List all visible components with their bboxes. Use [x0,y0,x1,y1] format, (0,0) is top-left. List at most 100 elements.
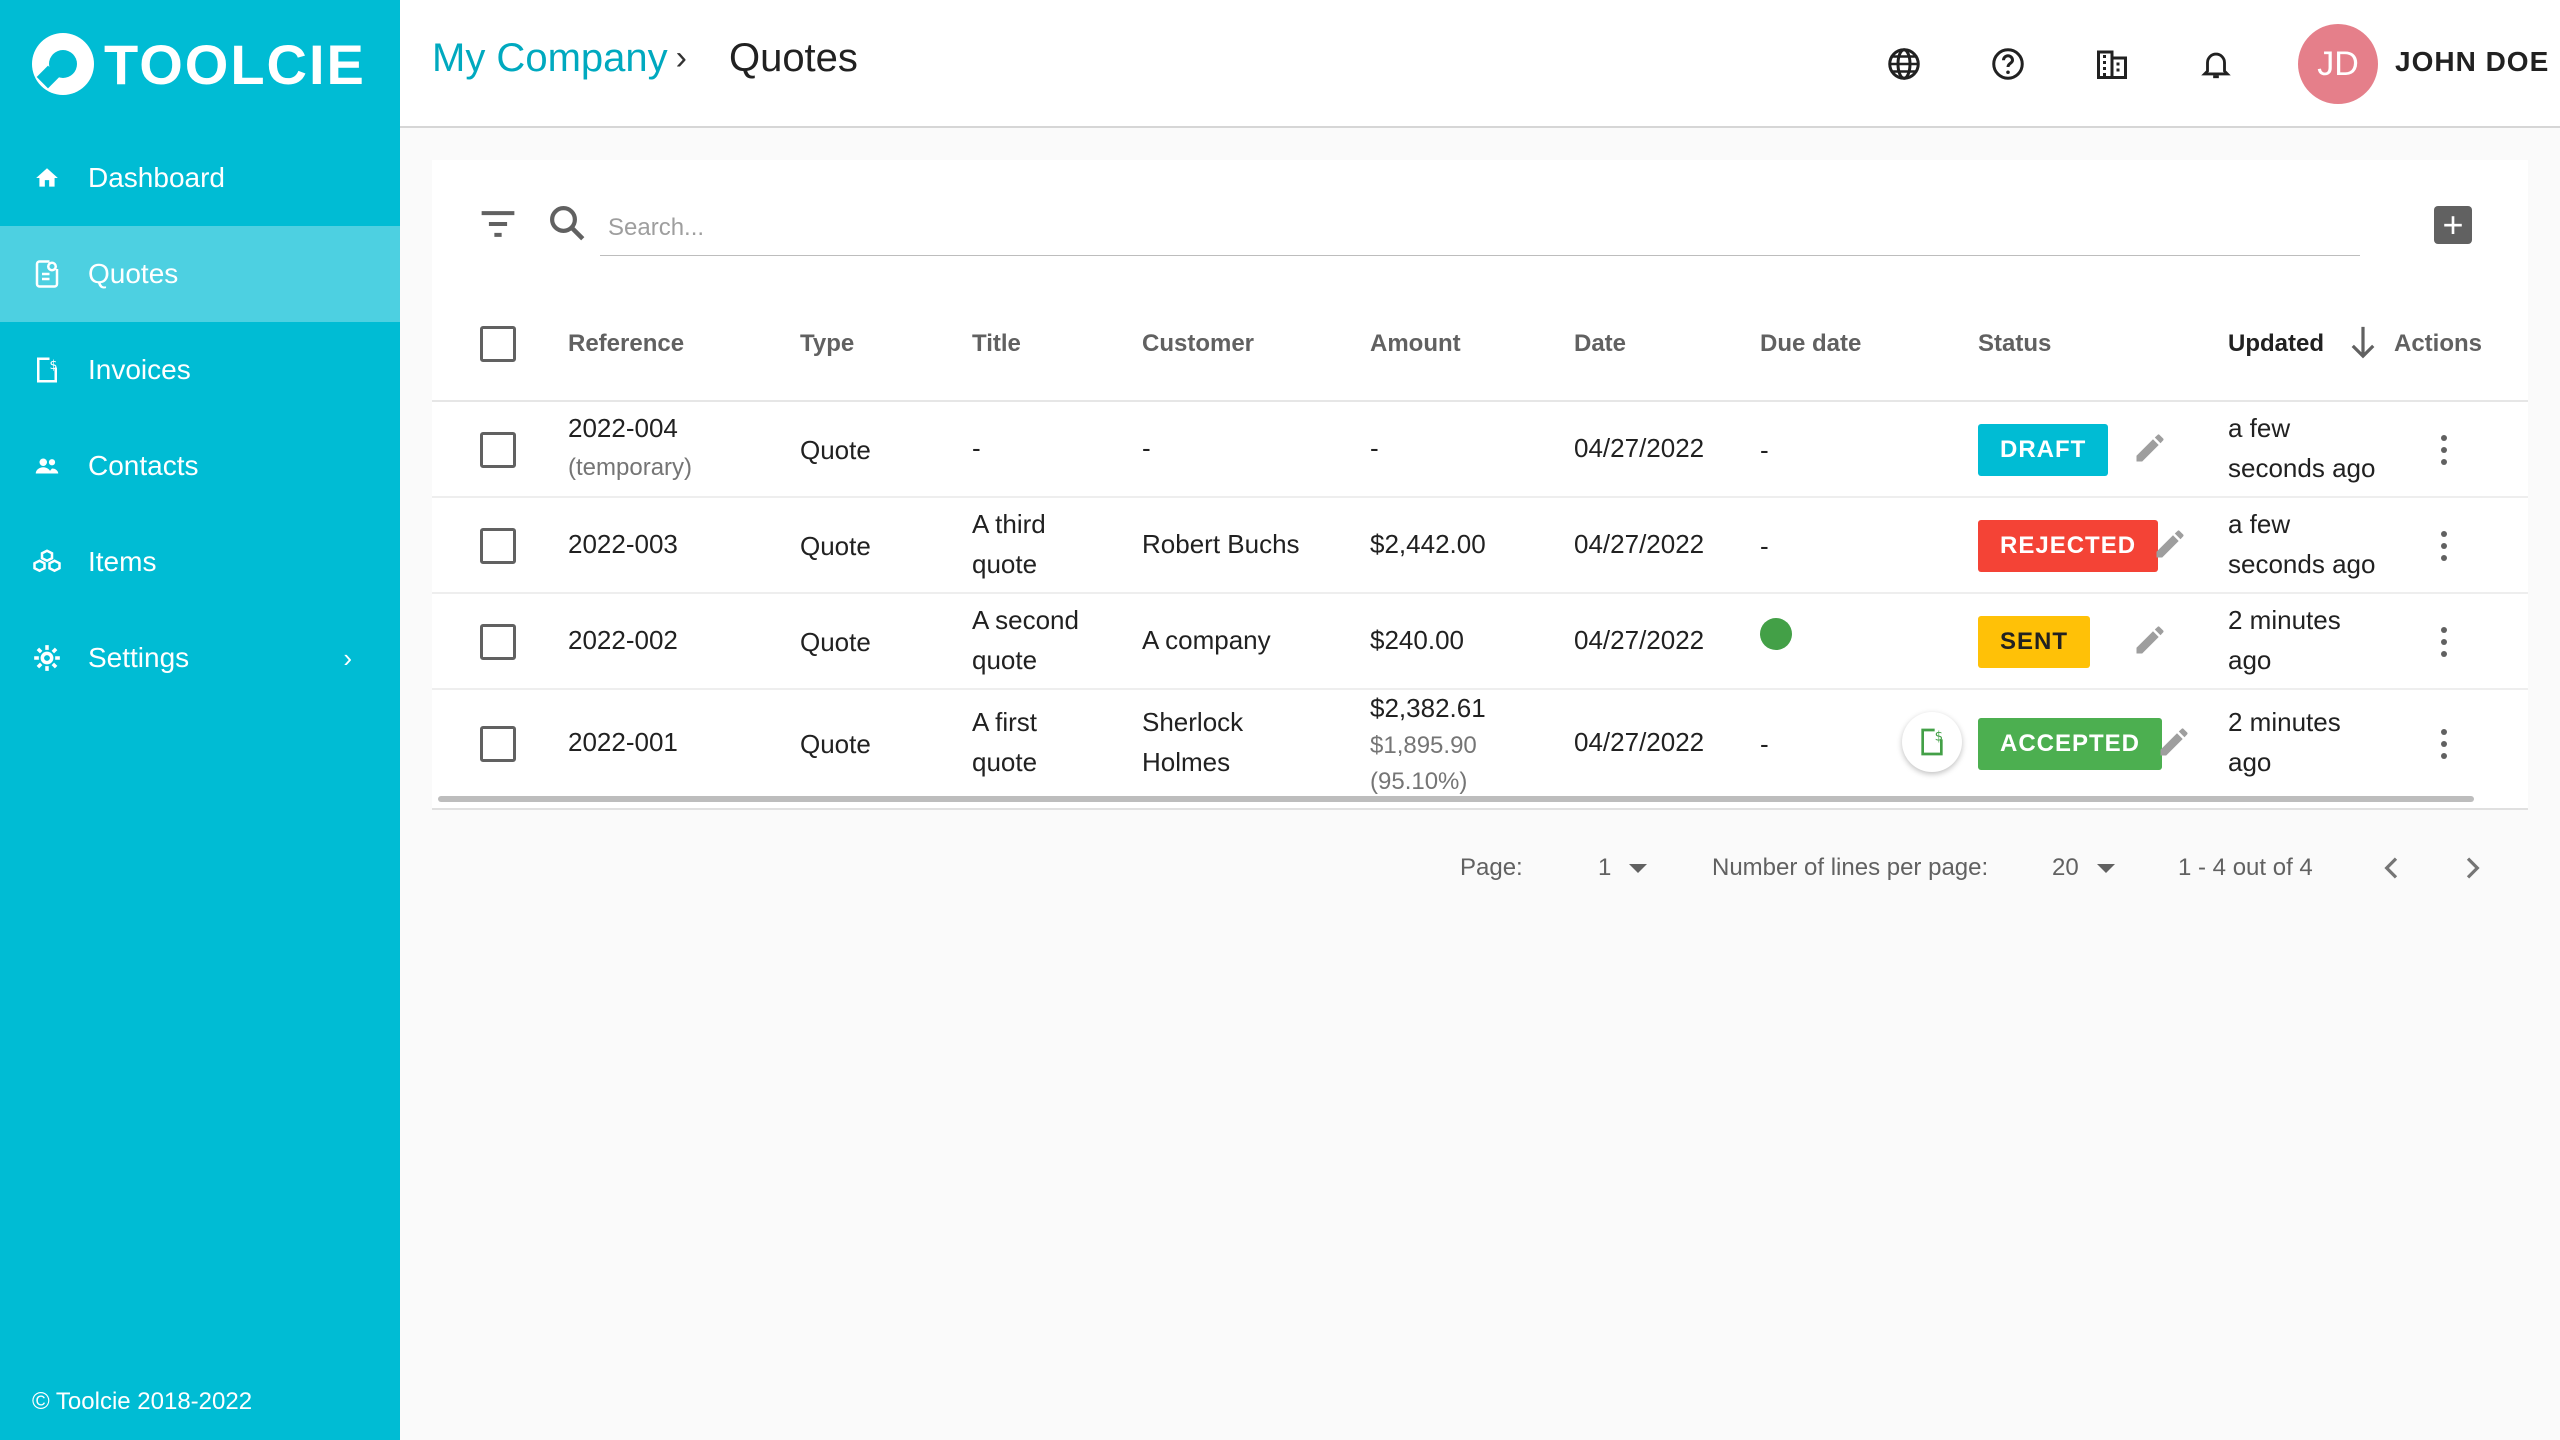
breadcrumb: My Company › Quotes [432,36,858,81]
sidebar-item-invoices[interactable]: $ Invoices [0,322,400,418]
column-header-title[interactable]: Title [972,330,1021,357]
sidebar-item-contacts[interactable]: Contacts [0,418,400,514]
lines-per-page-label: Number of lines per page: [1712,854,1989,881]
row-checkbox[interactable] [480,528,516,564]
sidebar-item-quotes[interactable]: Quotes [0,226,400,322]
items-icon [32,547,62,577]
column-header-customer[interactable]: Customer [1142,330,1255,357]
chevron-right-icon: › [343,642,352,673]
search-input[interactable] [600,200,2360,256]
sidebar-item-dashboard[interactable]: Dashboard [0,130,400,226]
table-row[interactable]: 2022-003 Quote A third quote Robert Buch… [432,498,2528,594]
column-header-reference[interactable]: Reference [568,330,685,357]
cell-date: 04/27/2022 [1574,529,1705,559]
cell-amount: - [1370,433,1379,463]
select-all-checkbox[interactable] [480,326,516,362]
top-bar: My Company › Quotes JD JOHN DOE [400,0,2560,128]
cell-amount-percent: (95.10%) [1370,768,1468,795]
column-header-updated[interactable]: Updated [2228,330,2324,357]
table-toolbar: + [432,160,2528,288]
cell-amount: $240.00 [1370,625,1464,655]
create-invoice-button[interactable]: $ [1902,712,1962,772]
due-date-status-dot [1760,618,1792,650]
copyright: © Toolcie 2018-2022 [32,1388,253,1415]
breadcrumb-separator: › [675,39,687,77]
column-header-date[interactable]: Date [1574,330,1627,357]
logo-icon [32,33,94,95]
help-icon[interactable] [1988,40,2028,88]
page-title: Quotes [728,36,858,80]
contacts-icon [32,451,62,481]
status-badge[interactable]: ACCEPTED [1978,718,2163,770]
cell-due-date: - [1760,435,1769,465]
filter-icon[interactable] [476,204,520,244]
cell-amount: $2,442.00 [1370,529,1486,559]
status-badge[interactable]: DRAFT [1978,424,2109,476]
sort-arrow-down-icon[interactable] [2348,324,2378,362]
globe-icon[interactable] [1884,40,1924,88]
more-vert-icon[interactable] [2432,622,2456,662]
cell-customer: Sherlock [1142,707,1244,737]
cell-title: A second [972,605,1079,635]
cell-type: Quote [800,435,871,465]
row-checkbox[interactable] [480,432,516,468]
cell-reference: 2022-003 [568,529,678,559]
cell-title-line2: quote [972,645,1038,675]
page-label: Page: [1460,854,1523,881]
search-icon [546,202,590,246]
cell-type: Quote [800,627,871,657]
cell-updated: a few [2228,509,2291,539]
lines-per-page-value: 20 [2052,854,2079,881]
more-vert-icon[interactable] [2432,430,2456,470]
lines-per-page-select[interactable]: 20 [2052,854,2115,882]
sidebar-item-label: Invoices [88,354,191,385]
column-header-status[interactable]: Status [1978,330,2052,357]
column-header-amount[interactable]: Amount [1370,330,1461,357]
cell-date: 04/27/2022 [1574,625,1705,655]
cell-title-line2: quote [972,747,1038,777]
sidebar-item-items[interactable]: Items [0,514,400,610]
status-badge[interactable]: SENT [1978,616,2091,668]
table-row[interactable]: 2022-001 Quote A first quote Sherlock Ho… [432,690,2528,798]
row-checkbox[interactable] [480,624,516,660]
horizontal-scrollbar[interactable] [438,796,2474,802]
caret-down-icon [1629,863,1648,873]
cell-customer: A company [1142,625,1271,655]
status-badge[interactable]: REJECTED [1978,520,2159,572]
cell-customer: Robert Buchs [1142,529,1300,559]
logo[interactable]: TOOLCIE [32,30,366,98]
table-row[interactable]: 2022-002 Quote A second quote A company … [432,594,2528,690]
cell-title: A third [972,509,1046,539]
chevron-left-icon[interactable] [2376,850,2408,886]
cell-title: - [972,433,981,463]
page-select-value: 1 [1598,854,1612,881]
page-select[interactable]: 1 [1598,854,1648,882]
more-vert-icon[interactable] [2432,526,2456,566]
edit-status-icon[interactable] [2156,724,2192,760]
column-header-type[interactable]: Type [800,330,855,357]
sidebar-item-label: Quotes [88,258,179,289]
more-vert-icon[interactable] [2432,724,2456,764]
edit-status-icon[interactable] [2152,526,2188,562]
bell-icon[interactable] [2196,40,2236,88]
table-bottom-divider [432,808,2528,810]
column-header-due-date[interactable]: Due date [1760,330,1862,357]
sidebar-item-label: Dashboard [88,162,225,193]
cell-date: 04/27/2022 [1574,433,1705,463]
user-name[interactable]: JOHN DOE [2395,46,2550,77]
cell-reference: 2022-002 [568,625,678,655]
add-quote-button[interactable]: + [2434,206,2472,244]
chevron-right-icon[interactable] [2456,850,2488,886]
table-header: Reference Type Title Customer Amount Dat… [432,290,2528,402]
caret-down-icon [2096,863,2115,873]
edit-status-icon[interactable] [2132,430,2168,466]
row-checkbox[interactable] [480,726,516,762]
sidebar-item-settings[interactable]: Settings › [0,610,400,706]
cell-type: Quote [800,531,871,561]
breadcrumb-company-link[interactable]: My Company [432,36,668,80]
table-row[interactable]: 2022-004 (temporary) Quote - - - 04/27/2… [432,402,2528,498]
avatar[interactable]: JD [2298,24,2378,104]
edit-status-icon[interactable] [2132,622,2168,658]
home-icon [32,163,62,193]
building-icon[interactable] [2092,40,2132,88]
